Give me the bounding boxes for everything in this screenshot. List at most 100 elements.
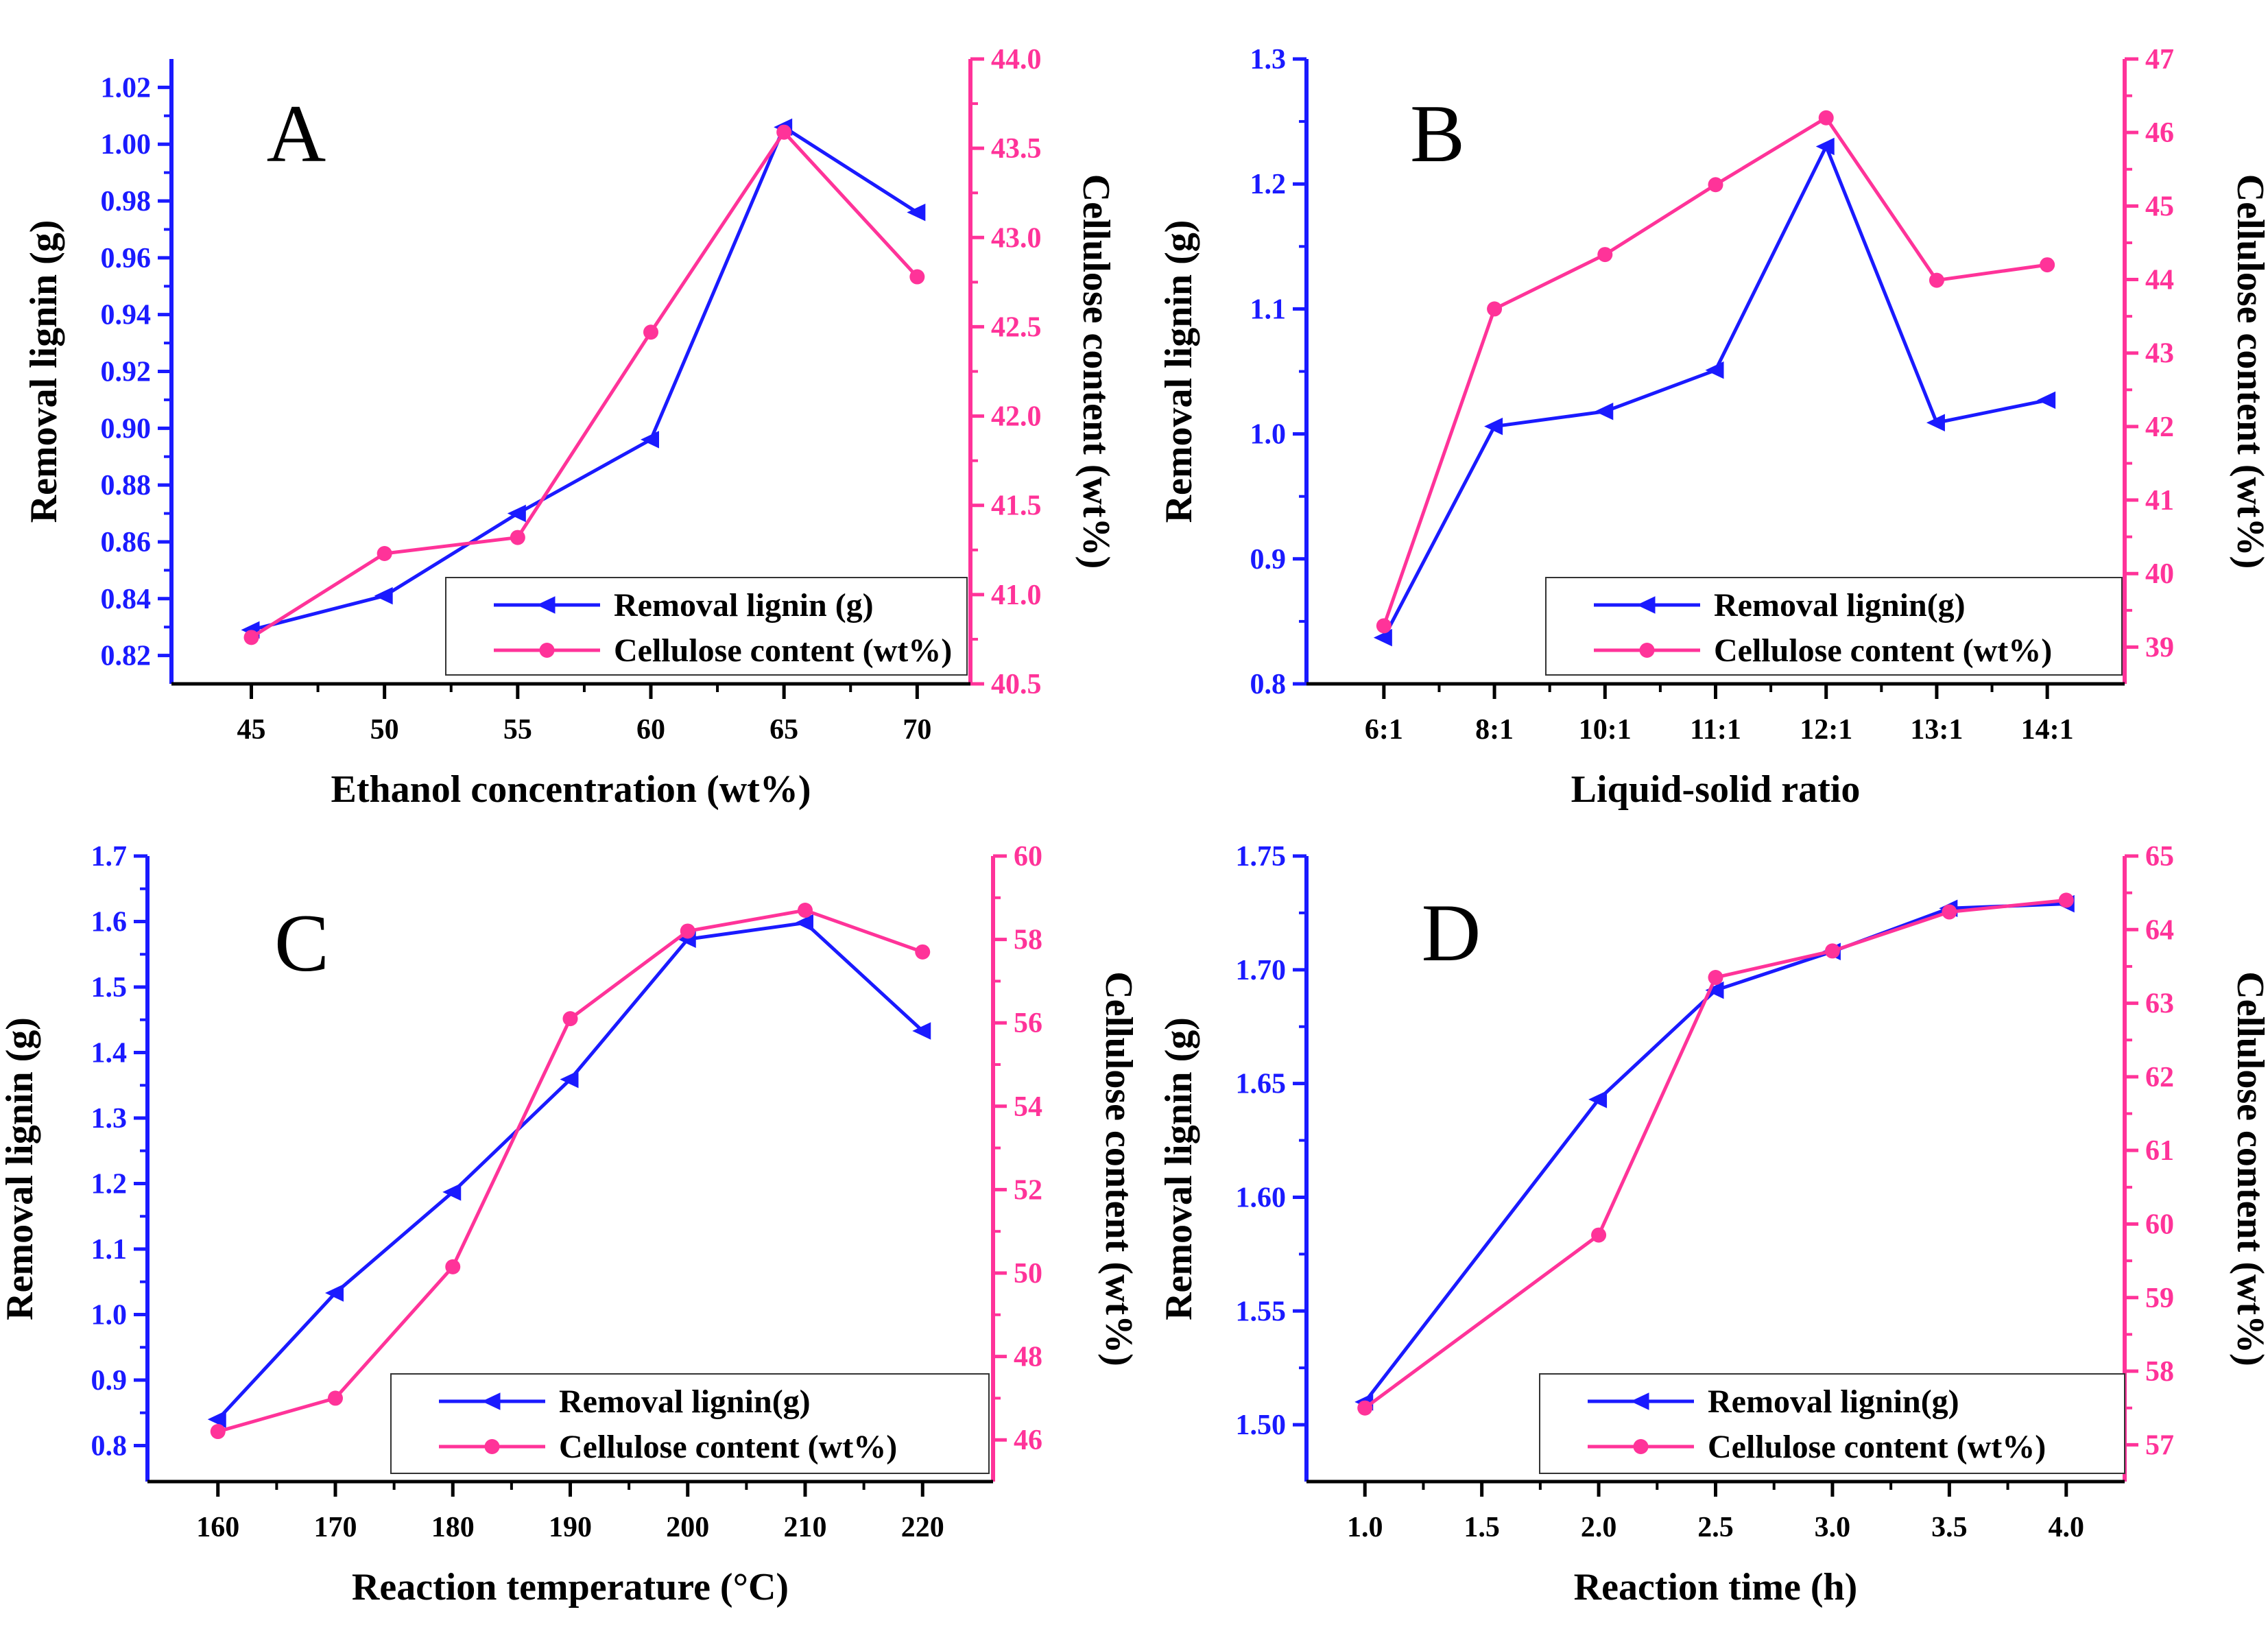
cellulose-data-point — [1376, 618, 1392, 634]
right-y-tick-label: 65 — [2145, 841, 2174, 872]
lignin-data-point — [560, 1070, 579, 1089]
panel-label: C — [274, 897, 329, 988]
left-y-tick-label: 1.1 — [91, 1234, 128, 1266]
legend-label: Removal lignin(g) — [1708, 1383, 1959, 1420]
lignin-data-point — [1588, 1091, 1608, 1108]
lignin-series-line — [250, 124, 918, 632]
lignin-data-point — [1926, 414, 1945, 431]
x-tick-label: 2.0 — [1581, 1512, 1617, 1543]
left-y-tick-label: 0.92 — [101, 357, 152, 388]
legend-label: Cellulose content (wt%) — [614, 632, 952, 669]
x-tick-label: 14:1 — [2021, 714, 2074, 746]
right-y-tick-label: 43.5 — [991, 133, 1042, 165]
left-y-tick-label: 0.98 — [101, 186, 152, 217]
x-tick-label: 3.5 — [1931, 1512, 1968, 1543]
legend-marker — [484, 1439, 500, 1454]
right-y-tick-label: 56 — [1014, 1008, 1042, 1039]
x-axis-title: Reaction time (h) — [1574, 1566, 1858, 1608]
left-y-tick-label: 0.9 — [1250, 544, 1287, 575]
lignin-data-point — [907, 203, 926, 222]
right-y-tick-label: 46 — [1014, 1425, 1042, 1456]
left-y-tick-label: 1.70 — [1236, 955, 1287, 986]
right-y-tick-label: 62 — [2145, 1062, 2174, 1093]
left-y-tick-label: 1.55 — [1236, 1296, 1287, 1327]
left-y-tick-label: 1.1 — [1250, 294, 1287, 325]
lignin-data-point — [2037, 391, 2056, 409]
x-tick-label: 55 — [503, 714, 532, 746]
left-y-tick-label: 1.7 — [91, 841, 128, 872]
lignin-data-point — [442, 1183, 462, 1201]
right-y-tick-label: 45 — [2145, 191, 2174, 222]
panel-label: B — [1410, 88, 1465, 179]
cellulose-data-point — [1597, 247, 1613, 263]
x-tick-label: 4.0 — [2049, 1512, 2085, 1543]
left-y-tick-label: 0.9 — [91, 1365, 128, 1397]
cellulose-data-point — [2040, 257, 2055, 273]
cellulose-series-line — [1363, 898, 2067, 1410]
left-y-axis-title: Removal lignin (g) — [0, 1017, 41, 1320]
left-y-axis-title: Removal lignin (g) — [1158, 1017, 1200, 1320]
right-y-tick-label: 44 — [2145, 265, 2174, 296]
legend: Removal lignin(g) Cellulose content (wt%) — [1539, 1373, 2125, 1474]
right-y-tick-label: 64 — [2145, 914, 2174, 946]
x-tick-label: 11:1 — [1690, 714, 1741, 746]
right-y-tick-label: 61 — [2145, 1135, 2174, 1167]
x-tick-label: 70 — [903, 714, 931, 746]
left-y-tick-label: 1.00 — [101, 129, 152, 161]
cellulose-data-point — [643, 324, 658, 340]
panel-label: D — [1422, 887, 1481, 978]
x-tick-label: 50 — [370, 714, 399, 746]
cellulose-data-point — [1708, 177, 1723, 193]
lignin-data-point — [325, 1284, 344, 1302]
legend-label: Removal lignin (g) — [614, 587, 874, 624]
x-tick-label: 220 — [901, 1512, 944, 1543]
cellulose-data-point — [377, 545, 392, 561]
lignin-series-line — [216, 921, 924, 1421]
cellulose-data-point — [776, 124, 792, 140]
x-axis-title: Reaction temperature (°C) — [352, 1566, 789, 1608]
right-y-tick-label: 39 — [2145, 632, 2174, 663]
right-y-tick-label: 60 — [1014, 841, 1042, 872]
x-tick-label: 12:1 — [1800, 714, 1852, 746]
cellulose-data-point — [1487, 301, 1503, 317]
x-tick-label: 6:1 — [1365, 714, 1403, 746]
right-y-tick-label: 41.0 — [991, 580, 1042, 611]
legend-label: Cellulose content (wt%) — [1708, 1429, 2046, 1465]
right-y-tick-label: 54 — [1014, 1091, 1042, 1123]
right-y-tick-label: 58 — [1014, 925, 1042, 956]
legend-box — [445, 577, 968, 676]
right-y-tick-label: 40.5 — [991, 669, 1042, 700]
x-tick-label: 45 — [237, 714, 266, 746]
right-y-tick-label: 58 — [2145, 1356, 2174, 1388]
x-tick-label: 160 — [196, 1512, 239, 1543]
lignin-data-point — [374, 586, 393, 605]
cellulose-data-point — [328, 1390, 343, 1406]
chart-panel-b: 6:1 8:1 10:1 11:1 12:1 13:1 14:1 0.8 0.9 1.0 1.1 1.… — [1158, 44, 2268, 811]
right-y-tick-label: 57 — [2145, 1429, 2174, 1461]
x-tick-label: 210 — [784, 1512, 827, 1543]
right-y-axis-title: Cellulose content (wt%) — [2229, 971, 2268, 1366]
x-tick-label: 1.0 — [1347, 1512, 1383, 1543]
right-y-tick-label: 42.5 — [991, 311, 1042, 343]
legend-label: Cellulose content (wt%) — [1714, 632, 2052, 669]
cellulose-data-point — [2058, 892, 2074, 908]
right-y-tick-label: 63 — [2145, 988, 2174, 1020]
cellulose-data-point — [1929, 272, 1944, 288]
lignin-data-point — [912, 1022, 931, 1040]
chart-panel-a: 45 50 55 60 65 70 0.82 0.84 0.86 0.88 0.90 0.92 0.94… — [23, 44, 1117, 811]
left-y-axis-title: Removal lignin (g) — [1158, 220, 1200, 523]
legend-marker — [1636, 596, 1656, 614]
lignin-data-point — [1484, 417, 1503, 436]
cellulose-data-point — [798, 903, 813, 918]
left-y-tick-label: 1.6 — [91, 906, 128, 938]
right-y-tick-label: 59 — [2145, 1283, 2174, 1314]
legend-marker — [1630, 1392, 1649, 1410]
x-tick-label: 3.0 — [1815, 1512, 1851, 1543]
legend-box — [390, 1373, 990, 1474]
legend-box — [1545, 577, 2123, 676]
cellulose-data-point — [915, 944, 931, 960]
lignin-series-line — [1363, 902, 2066, 1403]
lignin-data-point — [1595, 403, 1614, 420]
right-y-tick-label: 40 — [2145, 558, 2174, 590]
